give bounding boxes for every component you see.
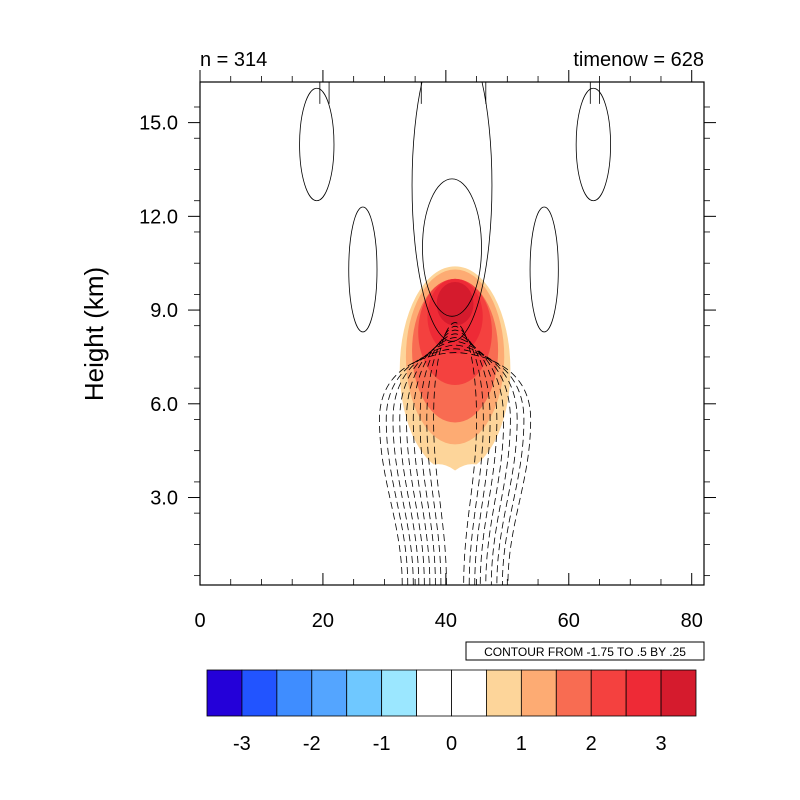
dashed-contour-7 <box>385 348 525 585</box>
solid-contour-4 <box>348 206 378 333</box>
colorbar: -3 -2 -1 0 1 2 3 <box>206 669 697 755</box>
contour-info-box: CONTOUR FROM -1.75 TO .5 BY .25 <box>465 641 705 661</box>
colorbar-box-10 <box>555 669 592 717</box>
y-tick-label: 12.0 <box>139 206 178 228</box>
solid-contour-2 <box>299 87 335 202</box>
title-left: n = 314 <box>200 49 267 71</box>
colorbar-box-9 <box>520 669 557 717</box>
contour-info-text: CONTOUR FROM -1.75 TO .5 BY .25 <box>484 645 686 659</box>
colorbar-label: -2 <box>303 733 321 755</box>
fill-level-5 <box>436 281 474 326</box>
dashed-contour-2 <box>419 329 491 585</box>
colorbar-box-1 <box>241 669 278 717</box>
solid-contour-5 <box>529 206 559 333</box>
x-tick-label: 40 <box>435 610 457 632</box>
filled-contours <box>399 266 511 479</box>
dashed-contour-3 <box>412 333 498 585</box>
dashed-contour-6 <box>392 344 518 585</box>
colorbar-box-12 <box>625 669 662 717</box>
dashed-contour-5 <box>399 340 511 585</box>
colorbar-label: -3 <box>233 733 251 755</box>
dashed-contour-1 <box>426 325 484 585</box>
dashed-contour-4 <box>406 337 505 585</box>
colorbar-label: 2 <box>586 733 597 755</box>
contour-lines <box>299 82 611 585</box>
chart-titles: n = 314 timenow = 628 <box>200 49 704 71</box>
colorbar-box-0 <box>206 669 243 717</box>
y-tick-label: 9.0 <box>150 300 178 322</box>
colorbar-box-6 <box>416 669 452 717</box>
y-axis-label: Height (km) <box>79 267 109 401</box>
plot-frame <box>199 81 705 586</box>
colorbar-box-3 <box>311 669 348 717</box>
x-tick-label: 80 <box>681 610 703 632</box>
title-right: timenow = 628 <box>573 49 704 71</box>
colorbar-box-11 <box>590 669 627 717</box>
colorbar-label: 3 <box>656 733 667 755</box>
plot-area <box>299 82 611 585</box>
x-tick-label: 20 <box>312 610 334 632</box>
axes: 0 20 40 60 80 3.0 6.0 9.0 12.0 15.0 <box>139 70 716 632</box>
colorbar-box-2 <box>276 669 313 717</box>
solid-contour-0 <box>422 178 482 317</box>
colorbar-box-4 <box>346 669 383 717</box>
colorbar-box-5 <box>381 669 417 717</box>
solid-contour-3 <box>575 87 611 202</box>
colorbar-box-8 <box>486 669 522 717</box>
contour-info-frame <box>465 641 705 661</box>
x-tick-label: 60 <box>558 610 580 632</box>
y-tick-label: 15.0 <box>139 113 178 135</box>
fill-notch <box>407 464 504 479</box>
colorbar-label: 0 <box>446 733 457 755</box>
colorbar-label: 1 <box>516 733 527 755</box>
colorbar-label: -1 <box>373 733 391 755</box>
y-tick-label: 6.0 <box>150 394 178 416</box>
x-tick-label: 0 <box>194 610 205 632</box>
y-tick-label: 3.0 <box>150 488 178 510</box>
dashed-contour-0 <box>433 322 477 585</box>
colorbar-box-7 <box>451 669 487 717</box>
dashed-contour-8 <box>379 352 532 585</box>
colorbar-box-13 <box>660 669 697 717</box>
